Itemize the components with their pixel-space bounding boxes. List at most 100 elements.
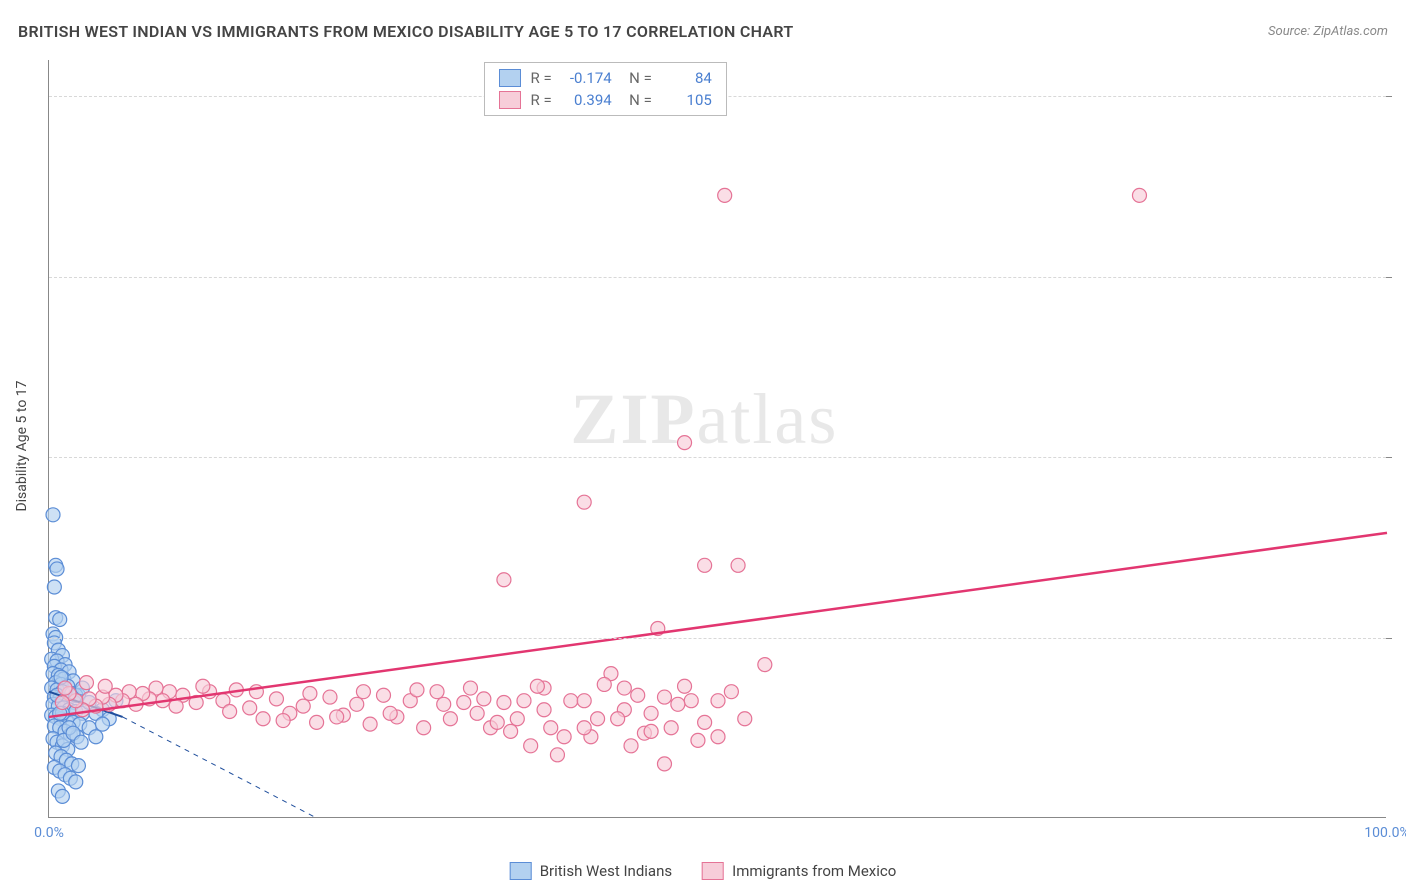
scatter-point <box>50 562 64 576</box>
scatter-point <box>731 558 745 572</box>
scatter-point <box>510 712 524 726</box>
scatter-point <box>323 690 337 704</box>
regression-line-dash <box>123 717 317 818</box>
scatter-point <box>443 712 457 726</box>
scatter-point <box>698 558 712 572</box>
scatter-point <box>684 694 698 708</box>
correlation-row: R = -0.174 N = 84 <box>499 69 712 87</box>
scatter-point <box>98 679 112 693</box>
y-tick-mark <box>1386 457 1392 458</box>
scatter-point <box>738 712 752 726</box>
legend-item: British West Indians <box>510 862 672 880</box>
scatter-point <box>691 733 705 747</box>
scatter-point <box>55 695 69 709</box>
scatter-point <box>557 730 571 744</box>
scatter-point <box>544 721 558 735</box>
scatter-point <box>504 724 518 738</box>
scatter-point <box>71 759 85 773</box>
scatter-point <box>664 721 678 735</box>
scatter-point <box>591 712 605 726</box>
scatter-point <box>611 712 625 726</box>
legend-label: Immigrants from Mexico <box>732 862 896 880</box>
scatter-point <box>644 706 658 720</box>
scatter-point <box>58 681 72 695</box>
scatter-point <box>530 679 544 693</box>
legend-item: Immigrants from Mexico <box>702 862 896 880</box>
scatter-point <box>490 715 504 729</box>
scatter-point <box>577 495 591 509</box>
corr-r-value: 0.394 <box>562 91 612 109</box>
scatter-point <box>497 695 511 709</box>
corr-r-label: R = <box>531 69 552 87</box>
corr-r-label: R = <box>531 91 552 109</box>
scatter-point <box>711 730 725 744</box>
scatter-point <box>671 697 685 711</box>
scatter-point <box>310 715 324 729</box>
x-tick-label: 100.0% <box>1364 825 1406 841</box>
scatter-point <box>79 676 93 690</box>
scatter-point <box>377 688 391 702</box>
scatter-point <box>330 710 344 724</box>
gridline <box>49 277 1386 278</box>
scatter-point <box>410 683 424 697</box>
scatter-point <box>524 739 538 753</box>
plot-area: ZIPatlas 10.0%20.0%30.0%40.0%0.0%100.0%R… <box>48 60 1386 818</box>
scatter-point <box>53 612 67 626</box>
corr-n-label: N = <box>622 69 652 87</box>
scatter-point <box>537 703 551 717</box>
corr-n-value: 84 <box>662 69 712 87</box>
scatter-point <box>243 701 257 715</box>
scatter-point <box>1132 188 1146 202</box>
scatter-point <box>356 685 370 699</box>
scatter-point <box>55 789 69 803</box>
legend-swatch <box>510 862 532 880</box>
scatter-point <box>457 695 471 709</box>
scatter-point <box>363 717 377 731</box>
corr-n-value: 105 <box>662 91 712 109</box>
bottom-legend: British West Indians Immigrants from Mexi… <box>510 862 897 880</box>
scatter-point <box>577 721 591 735</box>
chart-svg <box>49 60 1386 817</box>
scatter-point <box>631 688 645 702</box>
scatter-point <box>276 714 290 728</box>
scatter-point <box>47 580 61 594</box>
scatter-point <box>724 685 738 699</box>
correlation-box: R = -0.174 N = 84 R = 0.394 N = 105 <box>484 62 727 116</box>
scatter-point <box>550 748 564 762</box>
x-tick-label: 0.0% <box>34 825 64 841</box>
scatter-point <box>223 705 237 719</box>
scatter-point <box>303 686 317 700</box>
corr-n-label: N = <box>622 91 652 109</box>
scatter-point <box>617 681 631 695</box>
scatter-point <box>698 715 712 729</box>
scatter-point <box>417 721 431 735</box>
y-tick-mark <box>1386 638 1392 639</box>
scatter-point <box>74 735 88 749</box>
y-tick-label: 10.0% <box>1392 630 1406 646</box>
scatter-point <box>470 706 484 720</box>
scatter-point <box>437 697 451 711</box>
scatter-point <box>657 757 671 771</box>
scatter-point <box>383 706 397 720</box>
scatter-point <box>96 717 110 731</box>
scatter-point <box>497 573 511 587</box>
source-label: Source: ZipAtlas.com <box>1268 24 1388 39</box>
scatter-point <box>296 699 310 713</box>
legend-swatch <box>702 862 724 880</box>
scatter-point <box>644 724 658 738</box>
gridline <box>49 638 1386 639</box>
legend-swatch <box>499 91 521 109</box>
title-bar: BRITISH WEST INDIAN VS IMMIGRANTS FROM M… <box>18 22 1388 41</box>
scatter-point <box>711 694 725 708</box>
y-tick-mark <box>1386 277 1392 278</box>
scatter-point <box>678 679 692 693</box>
correlation-row: R = 0.394 N = 105 <box>499 91 712 109</box>
scatter-point <box>577 694 591 708</box>
scatter-point <box>89 730 103 744</box>
scatter-point <box>463 681 477 695</box>
scatter-point <box>678 436 692 450</box>
scatter-point <box>718 188 732 202</box>
scatter-point <box>564 694 578 708</box>
chart-title: BRITISH WEST INDIAN VS IMMIGRANTS FROM M… <box>18 22 793 41</box>
corr-r-value: -0.174 <box>562 69 612 87</box>
